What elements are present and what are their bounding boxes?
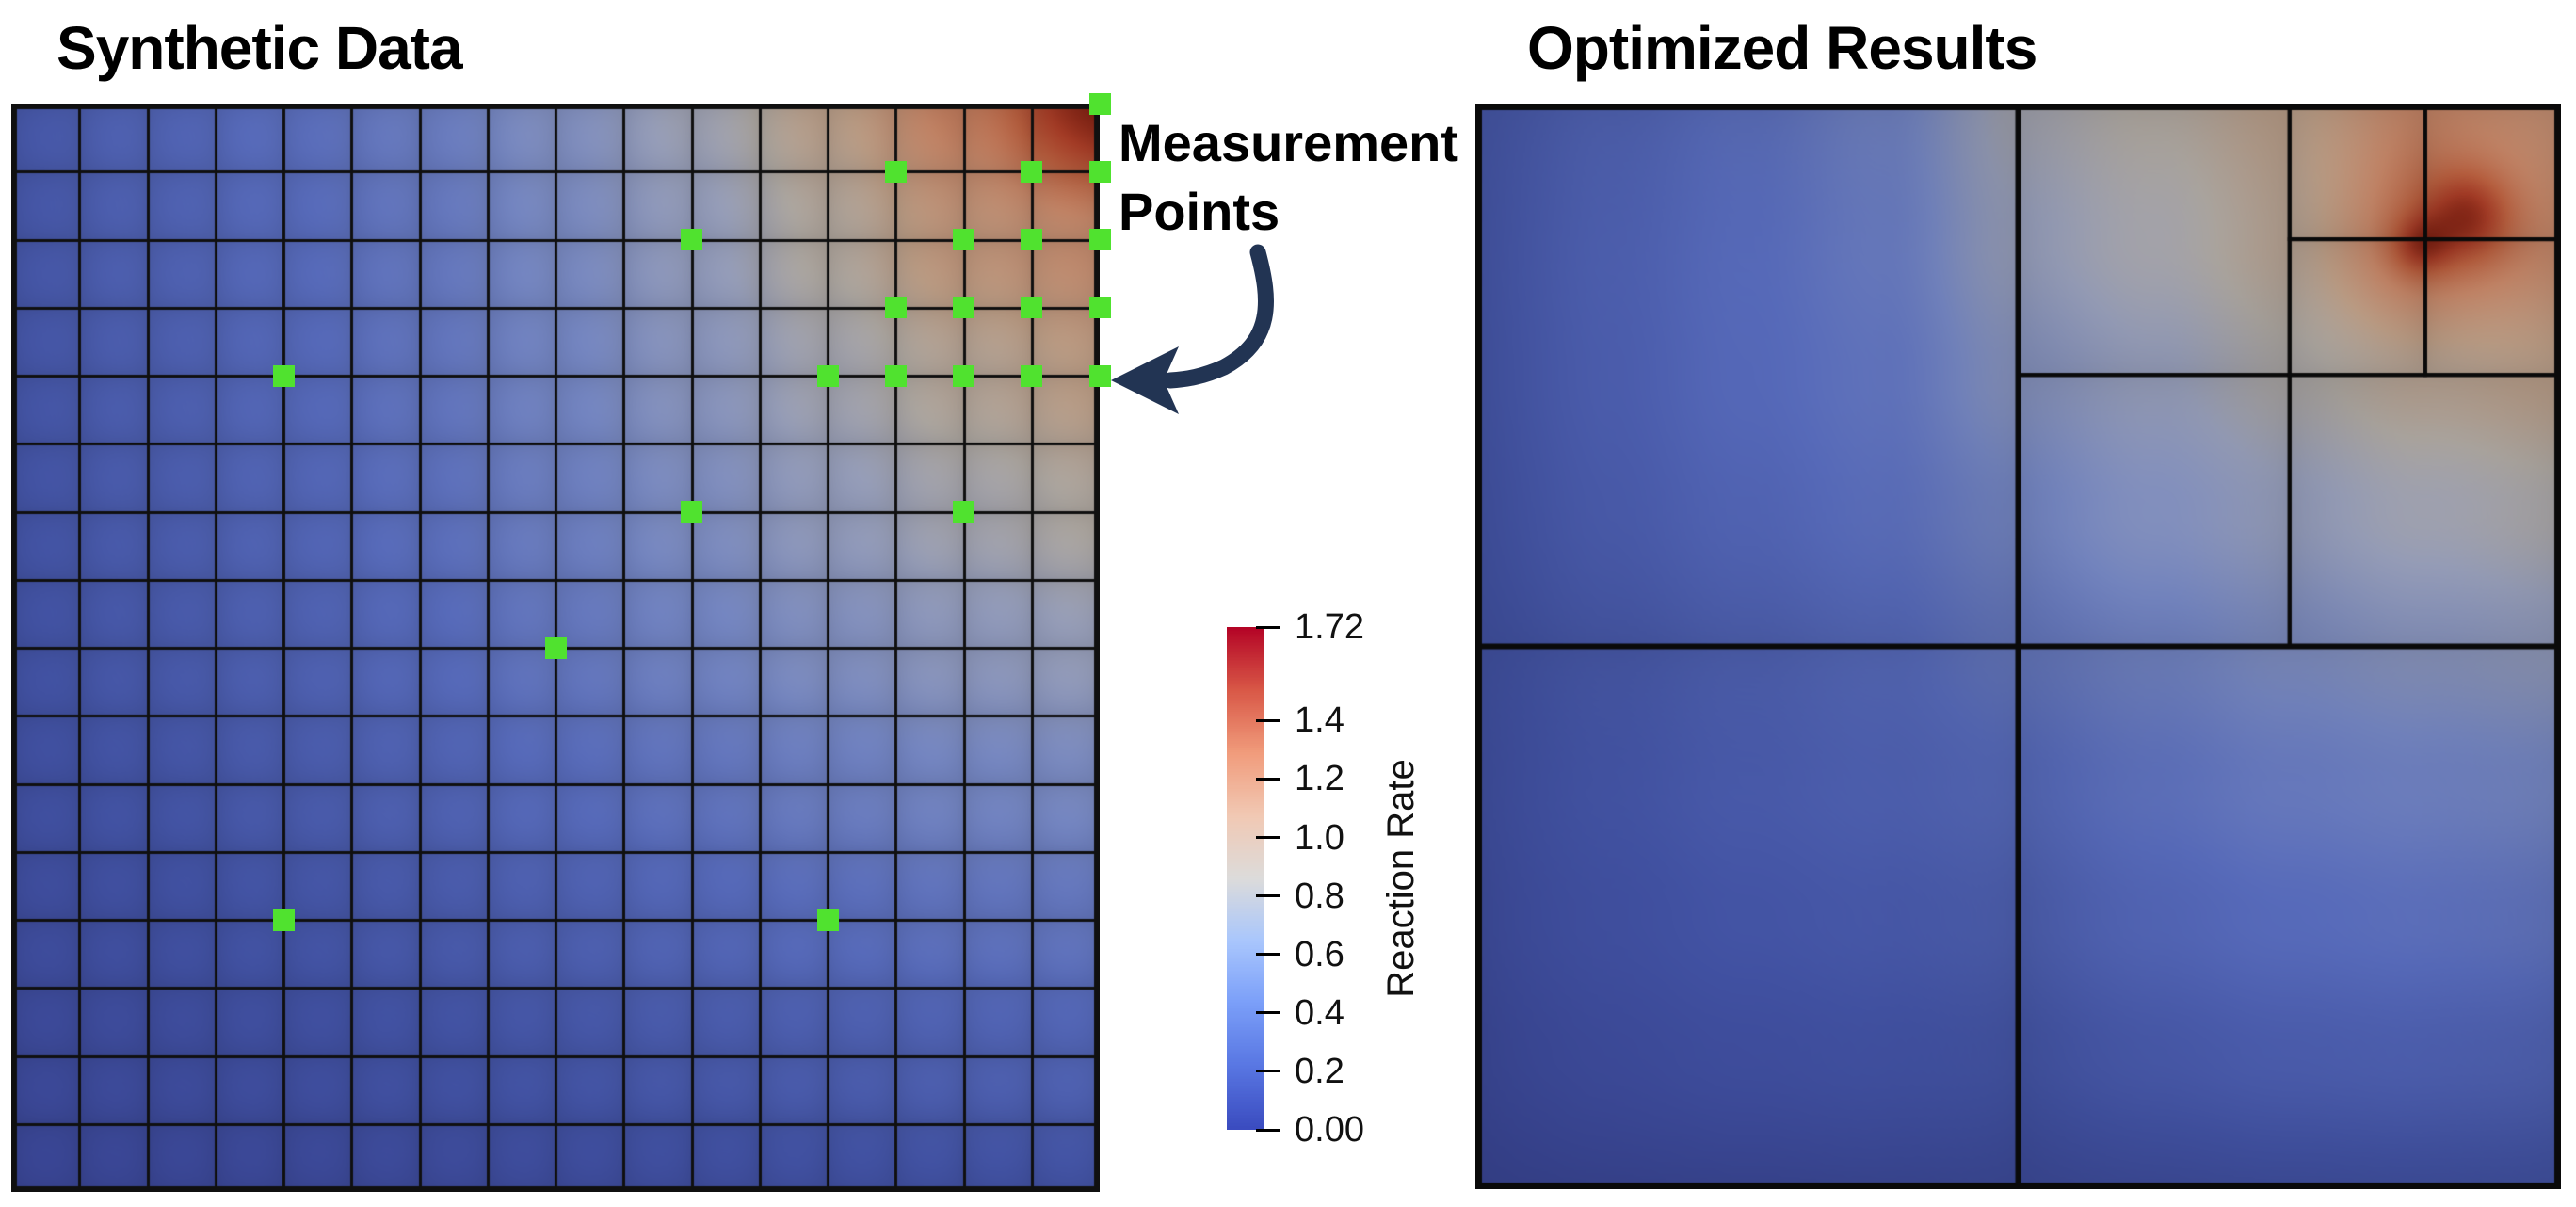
synthetic-data-title: Synthetic Data bbox=[56, 14, 463, 82]
colorbar-tick-dash bbox=[1256, 953, 1280, 957]
colorbar-tick-dash bbox=[1256, 625, 1280, 629]
measurement-annotation-line1: Measurement bbox=[1119, 113, 1459, 172]
measurement-points-annotation: Measurement Points bbox=[1119, 109, 1458, 247]
measurement-point bbox=[953, 297, 974, 319]
measurement-point bbox=[272, 364, 295, 387]
measurement-point bbox=[1088, 160, 1111, 183]
measurement-point bbox=[544, 636, 567, 659]
colorbar-tick-label: 1.2 bbox=[1295, 759, 1344, 799]
measurement-point bbox=[816, 364, 839, 387]
measurement-point bbox=[681, 229, 702, 250]
measurement-point bbox=[1021, 297, 1043, 319]
colorbar-tick-dash bbox=[1256, 894, 1280, 898]
measurement-point bbox=[1021, 364, 1043, 387]
colorbar-tick-dash bbox=[1256, 777, 1280, 781]
measurement-point bbox=[1021, 229, 1043, 250]
measurement-point bbox=[884, 160, 907, 183]
optimized-results-mesh bbox=[1475, 104, 2561, 1189]
colorbar-tick-dash bbox=[1256, 1011, 1280, 1015]
colorbar: 1.72 1.4 1.2 1.0 0.8 0.6 0.4 0.2 0.00 Reaction R… bbox=[1227, 607, 1622, 1150]
colorbar-tick-dash bbox=[1256, 1128, 1280, 1132]
measurement-annotation-line2: Points bbox=[1119, 181, 1280, 241]
measurement-point bbox=[1021, 160, 1043, 183]
measurement-point bbox=[1088, 364, 1111, 387]
colorbar-tick-label: 0.8 bbox=[1295, 876, 1344, 916]
measurement-point bbox=[884, 297, 907, 319]
colorbar-tick-label: 0.6 bbox=[1295, 934, 1344, 974]
measurement-point bbox=[953, 364, 974, 387]
colorbar-axis-label: Reaction Rate bbox=[1380, 759, 1422, 998]
measurement-point bbox=[953, 229, 974, 250]
colorbar-tick-dash bbox=[1256, 1070, 1280, 1073]
annotation-arrow bbox=[1111, 244, 1274, 414]
colorbar-tick-label: 1.72 bbox=[1295, 607, 1364, 647]
measurement-point bbox=[272, 909, 295, 931]
arrow-head-icon bbox=[1111, 346, 1179, 414]
colorbar-tick-dash bbox=[1256, 718, 1280, 722]
colorbar-tick-dash bbox=[1256, 836, 1280, 840]
colorbar-tick-label: 1.4 bbox=[1295, 700, 1344, 741]
measurement-point bbox=[1088, 92, 1111, 115]
measurement-point bbox=[816, 909, 839, 931]
optimized-results-title: Optimized Results bbox=[1527, 14, 2037, 82]
colorbar-gradient bbox=[1227, 627, 1264, 1130]
measurement-point bbox=[953, 501, 974, 523]
measurement-point bbox=[1088, 297, 1111, 319]
colorbar-tick-label: 1.0 bbox=[1295, 817, 1344, 858]
measurement-point bbox=[681, 501, 702, 523]
arrow-curve-icon bbox=[1162, 244, 1274, 389]
colorbar-tick-label: 0.2 bbox=[1295, 1051, 1344, 1091]
measurement-point bbox=[884, 364, 907, 387]
colorbar-tick-label: 0.00 bbox=[1295, 1110, 1364, 1150]
colorbar-tick-label: 0.4 bbox=[1295, 992, 1344, 1033]
measurement-point bbox=[1088, 229, 1111, 250]
